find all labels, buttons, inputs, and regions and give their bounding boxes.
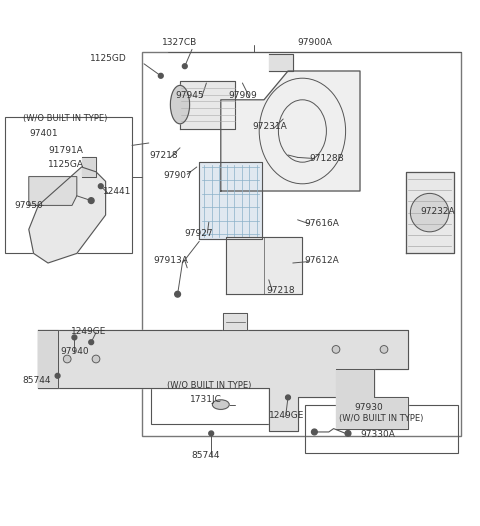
- Text: 1249GE: 1249GE: [71, 327, 107, 336]
- Text: 97330A: 97330A: [360, 430, 395, 439]
- Circle shape: [380, 346, 388, 353]
- Circle shape: [88, 198, 94, 204]
- Circle shape: [345, 430, 351, 436]
- Text: 97232A: 97232A: [420, 207, 455, 216]
- Polygon shape: [29, 177, 77, 205]
- Polygon shape: [226, 237, 302, 294]
- Text: 12441: 12441: [103, 187, 132, 196]
- Circle shape: [89, 340, 94, 345]
- Text: 91791A: 91791A: [48, 146, 83, 155]
- Text: 1249GE: 1249GE: [269, 411, 304, 420]
- Text: 1125GD: 1125GD: [90, 54, 127, 63]
- Text: 97616A: 97616A: [305, 219, 340, 228]
- Circle shape: [182, 64, 187, 68]
- Text: (W/O BUILT IN TYPE): (W/O BUILT IN TYPE): [167, 381, 251, 390]
- Circle shape: [92, 355, 100, 363]
- Text: 97128B: 97128B: [310, 154, 344, 163]
- Circle shape: [286, 395, 290, 400]
- Circle shape: [410, 194, 449, 232]
- Circle shape: [209, 431, 214, 436]
- Text: 97940: 97940: [60, 347, 89, 356]
- Polygon shape: [406, 172, 454, 254]
- Bar: [305, 404, 458, 452]
- Text: 85744: 85744: [191, 450, 219, 460]
- Text: 97218: 97218: [150, 150, 179, 159]
- Text: 97231A: 97231A: [252, 122, 287, 130]
- Polygon shape: [38, 330, 58, 388]
- Circle shape: [98, 184, 103, 189]
- Circle shape: [72, 335, 77, 340]
- Text: (W/O BUILT IN TYPE): (W/O BUILT IN TYPE): [339, 414, 424, 423]
- Text: 1731JC: 1731JC: [190, 396, 221, 404]
- Polygon shape: [180, 80, 235, 128]
- Text: 97401: 97401: [30, 129, 59, 138]
- Text: 97909: 97909: [228, 92, 257, 100]
- Polygon shape: [221, 71, 360, 191]
- Text: 97930: 97930: [354, 402, 383, 411]
- Text: 1125GA: 1125GA: [48, 160, 84, 169]
- Text: 97612A: 97612A: [305, 256, 339, 265]
- Polygon shape: [29, 167, 106, 263]
- Polygon shape: [269, 54, 293, 71]
- Text: 97218: 97218: [266, 286, 295, 295]
- Polygon shape: [223, 313, 247, 330]
- Circle shape: [63, 355, 71, 363]
- Text: 97900A: 97900A: [298, 38, 333, 47]
- Circle shape: [175, 291, 180, 297]
- Bar: [5, 117, 132, 254]
- Circle shape: [332, 346, 340, 353]
- Bar: [151, 381, 269, 424]
- Ellipse shape: [212, 400, 229, 409]
- Text: 85744: 85744: [22, 376, 50, 385]
- Polygon shape: [82, 157, 96, 177]
- Text: 97927: 97927: [185, 229, 214, 238]
- Polygon shape: [38, 330, 408, 431]
- Polygon shape: [199, 162, 262, 239]
- Bar: [142, 52, 461, 436]
- Text: 97945: 97945: [175, 92, 204, 100]
- Text: 1327CB: 1327CB: [162, 38, 198, 47]
- Text: 97913A: 97913A: [154, 256, 189, 265]
- Text: 97950: 97950: [14, 201, 43, 210]
- Text: 97907: 97907: [163, 170, 192, 180]
- Polygon shape: [336, 369, 408, 429]
- Circle shape: [55, 373, 60, 378]
- Circle shape: [158, 74, 163, 78]
- Ellipse shape: [170, 85, 190, 124]
- Circle shape: [312, 429, 317, 435]
- Text: (W/O BUILT IN TYPE): (W/O BUILT IN TYPE): [23, 115, 107, 124]
